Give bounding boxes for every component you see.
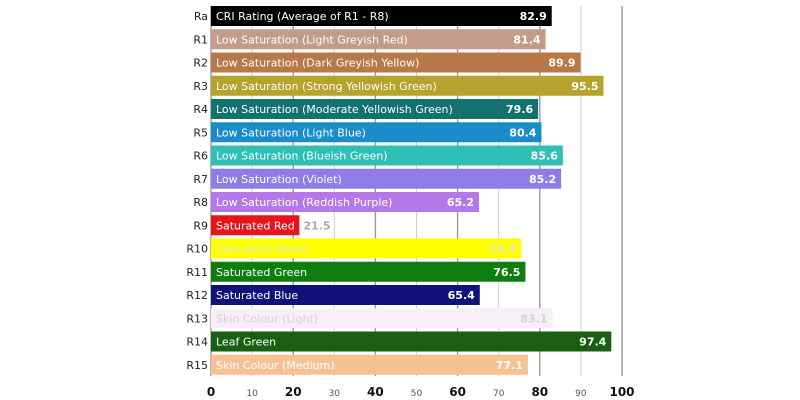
bar-r10 [211, 238, 522, 259]
bar-label-r1: Low Saturation (Light Greyish Red) [216, 33, 408, 46]
value-label-r5: 80.4 [509, 126, 536, 139]
bar-label-r5: Low Saturation (Light Blue) [216, 126, 366, 139]
value-label-r2: 89.9 [548, 57, 575, 70]
x-tick-label-90: 90 [575, 389, 587, 399]
x-tick-label-0: 0 [207, 385, 215, 399]
bar-r3 [211, 75, 604, 96]
bar-r6 [211, 145, 563, 166]
category-label-r4: R4 [193, 103, 208, 116]
bar-r13 [211, 308, 553, 329]
bar-label-r8: Low Saturation (Reddish Purple) [216, 196, 392, 209]
x-tick-label-100: 100 [609, 385, 634, 399]
bar-r12 [211, 285, 480, 305]
value-label-r3: 95.5 [571, 80, 598, 93]
category-label-r7: R7 [193, 173, 208, 186]
value-label-ra: 82.9 [520, 10, 547, 23]
x-tick-label-50: 50 [411, 389, 423, 399]
value-label-r7: 85.2 [529, 173, 556, 186]
bar-r8 [211, 192, 479, 212]
value-label-r1: 81.4 [513, 33, 540, 46]
bar-label-r11: Saturated Green [216, 266, 307, 279]
value-label-r12: 65.4 [448, 289, 475, 302]
category-label-r2: R2 [193, 57, 208, 70]
category-label-r11: R11 [186, 266, 208, 279]
value-label-r10: 75.5 [489, 243, 516, 256]
bar-label-r4: Low Saturation (Moderate Yellowish Green… [216, 103, 453, 116]
bar-r4 [211, 99, 539, 119]
bar-label-r15: Skin Colour (Medium) [216, 359, 335, 372]
value-label-r15: 77.1 [496, 359, 523, 372]
value-label-r4: 79.6 [506, 103, 533, 116]
bar-r2 [211, 52, 581, 73]
value-label-r9: 21.5 [303, 219, 330, 232]
bars [211, 6, 612, 375]
x-tick-label-60: 60 [449, 385, 466, 399]
value-label-r11: 76.5 [493, 266, 520, 279]
category-label-r6: R6 [193, 150, 208, 163]
category-label-r12: R12 [186, 289, 208, 302]
category-label-r9: R9 [193, 219, 208, 232]
bar-r9 [211, 215, 300, 236]
bar-label-r9: Saturated Red [216, 219, 295, 232]
x-tick-label-80: 80 [531, 385, 548, 399]
category-label-r15: R15 [186, 359, 208, 372]
value-label-r13: 83.1 [520, 312, 547, 325]
category-label-r14: R14 [186, 336, 208, 349]
bar-label-r13: Skin Colour (Light) [216, 312, 318, 325]
bar-label-r3: Low Saturation (Strong Yellowish Green) [216, 80, 437, 93]
bar-label-r6: Low Saturation (Blueish Green) [216, 150, 388, 163]
bar-ra [211, 6, 552, 26]
bar-label-r14: Leaf Green [216, 336, 276, 349]
category-label-r3: R3 [193, 80, 208, 93]
value-label-r6: 85.6 [531, 150, 558, 163]
bar-r14 [211, 331, 612, 352]
bar-label-r2: Low Saturation (Dark Greyish Yellow) [216, 57, 419, 70]
x-tick-label-70: 70 [493, 389, 505, 399]
category-label-r1: R1 [193, 33, 208, 46]
bar-r15 [211, 354, 528, 375]
x-tick-label-40: 40 [367, 385, 384, 399]
x-tick-label-10: 10 [246, 389, 258, 399]
category-label-r5: R5 [193, 126, 208, 139]
bar-label-r10: Saturated Yellow [216, 243, 308, 256]
x-tick-label-20: 20 [285, 385, 302, 399]
bar-r5 [211, 122, 542, 143]
bar-r1 [211, 29, 546, 50]
bar-r7 [211, 168, 562, 189]
category-label-r8: R8 [193, 196, 208, 209]
bar-label-ra: CRI Rating (Average of R1 - R8) [216, 10, 389, 23]
category-label-r13: R13 [186, 312, 208, 325]
category-label-r10: R10 [186, 243, 208, 256]
value-label-r14: 97.4 [579, 336, 606, 349]
bar-r11 [211, 261, 526, 282]
bar-label-r7: Low Saturation (Violet) [216, 173, 342, 186]
bar-label-r12: Saturated Blue [216, 289, 298, 302]
value-label-r8: 65.2 [447, 196, 474, 209]
category-label-ra: Ra [194, 10, 208, 23]
x-tick-label-30: 30 [329, 389, 341, 399]
